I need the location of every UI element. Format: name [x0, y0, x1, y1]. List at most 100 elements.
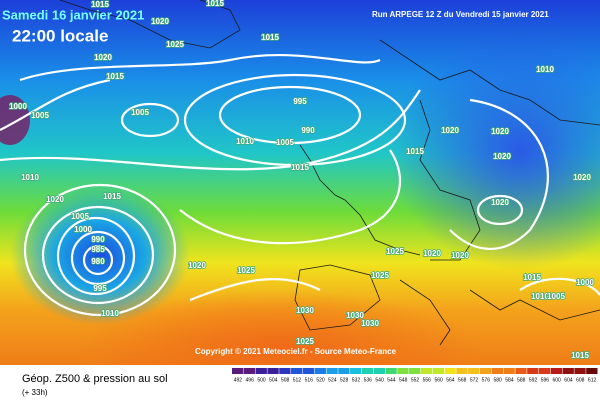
scale-swatch	[538, 368, 551, 374]
copyright: Copyright © 2021 Meteociel.fr - Source M…	[195, 347, 397, 356]
scale-swatch	[468, 368, 480, 374]
scale-label: 564	[446, 377, 455, 383]
isobar-label: 1030	[346, 311, 364, 320]
scale-label: 492	[234, 377, 243, 383]
scale-label: 596	[541, 377, 550, 383]
scale-swatch	[314, 368, 326, 374]
isobar-label: 1005	[71, 212, 89, 221]
isobar-label: 1015	[261, 33, 279, 42]
scale-label: 516	[305, 377, 314, 383]
isobar-label: 1020	[46, 195, 64, 204]
isobar-label: 1010	[536, 65, 554, 74]
isobar-label: 1025	[386, 247, 404, 256]
isobar-label: 1030	[361, 319, 379, 328]
scale-swatch	[361, 368, 374, 374]
scale-label: 524	[328, 377, 337, 383]
time: 22:00 locale	[12, 26, 108, 45]
date: Samedi 16 janvier 2021	[2, 7, 144, 22]
isobar-label: 1015	[291, 163, 309, 172]
isobar-label: 1025	[371, 271, 389, 280]
isobar-label: 1005	[31, 111, 49, 120]
color-scale: 492 496 500 504 508 512 516 520 524 528 532 536 540 5…	[232, 368, 598, 383]
scale-swatch	[267, 368, 279, 374]
isobar-label: 1020	[573, 173, 591, 182]
isobar-label: 1025	[296, 337, 314, 346]
scale-label: 608	[576, 377, 585, 383]
scale-label: 508	[281, 377, 290, 383]
scale-label: 576	[482, 377, 491, 383]
scale-label: 612	[588, 377, 597, 383]
isobar-label: 1005	[131, 108, 149, 117]
low-pressure-area	[10, 185, 190, 325]
scale-swatch	[232, 368, 244, 374]
isobar-label: 1015	[91, 0, 109, 9]
isobar-label: 1000	[576, 278, 594, 287]
isobar-label: 1020	[491, 127, 509, 136]
scale-label: 592	[529, 377, 538, 383]
scale-swatch	[444, 368, 456, 374]
isobar-label: 1020	[493, 152, 511, 161]
scale-swatch	[550, 368, 563, 374]
scale-label: 552	[411, 377, 420, 383]
scale-label: 540	[375, 377, 384, 383]
deep-low	[0, 95, 30, 145]
isobars	[0, 53, 600, 317]
scale-label: 504	[269, 377, 278, 383]
scale-label: 600	[553, 377, 562, 383]
isobar-label: 1020	[151, 17, 169, 26]
scale-swatch	[574, 368, 586, 374]
isobar-label: 1015	[571, 351, 589, 360]
coastlines	[59, 0, 600, 346]
scale-label: 496	[246, 377, 255, 383]
scale-swatch	[397, 368, 409, 374]
scale-swatch	[279, 368, 291, 374]
isobar-label: 1020	[423, 249, 441, 258]
isobar-label: 1010	[531, 292, 549, 301]
isobar-label: 1030	[296, 306, 314, 315]
scale-swatch	[350, 368, 362, 374]
scale-swatch	[479, 368, 492, 374]
isobar-label: 995	[93, 284, 107, 293]
isobar-label: 1020	[491, 198, 509, 207]
scale-label: 584	[505, 377, 514, 383]
scale-label: 604	[564, 377, 573, 383]
scale-label: 568	[458, 377, 467, 383]
isobar-label: 1025	[237, 266, 255, 275]
isobar-label: 1000	[74, 225, 92, 234]
scale-swatch	[255, 368, 267, 374]
scale-swatch	[432, 368, 445, 374]
scale-swatch	[503, 368, 515, 374]
scale-label: 532	[352, 377, 361, 383]
scale-swatch	[420, 368, 433, 374]
isobar-label: 1000	[9, 102, 27, 111]
scale-label: 572	[470, 377, 479, 383]
field-title: Géop. Z500 & pression au sol	[22, 373, 168, 385]
scale-label: 588	[517, 377, 526, 383]
cold-area	[390, 30, 600, 270]
scale-swatch	[302, 368, 315, 374]
scale-swatch	[527, 368, 539, 374]
isobar-label: 985	[91, 245, 105, 254]
scale-label: 536	[364, 377, 373, 383]
scale-swatch	[338, 368, 350, 374]
scale-label: 520	[316, 377, 325, 383]
isobar-label: 990	[91, 235, 105, 244]
isobar-label: 1020	[188, 261, 206, 270]
scale-swatch	[491, 368, 504, 374]
isobar-label: 1020	[94, 53, 112, 62]
isobar-label: 1015	[103, 192, 121, 201]
scale-label: 580	[493, 377, 502, 383]
isobar-label: 1025	[166, 40, 184, 49]
scale-label: 548	[399, 377, 408, 383]
isobar-label: 1005	[276, 138, 294, 147]
isobar-label: 1005	[547, 292, 565, 301]
scale-swatch	[243, 368, 256, 374]
scale-swatch	[373, 368, 385, 374]
scale-label: 544	[387, 377, 396, 383]
isobar-labels: 1015 1020 1025 1015 1015 1020 1015 1005 1005 1000…	[8, 0, 595, 361]
scale-swatch	[326, 368, 338, 374]
scale-label: 560	[434, 377, 443, 383]
scale-swatch	[291, 368, 303, 374]
isobar-label: 1015	[406, 147, 424, 156]
isobar-label: 1015	[523, 273, 541, 282]
